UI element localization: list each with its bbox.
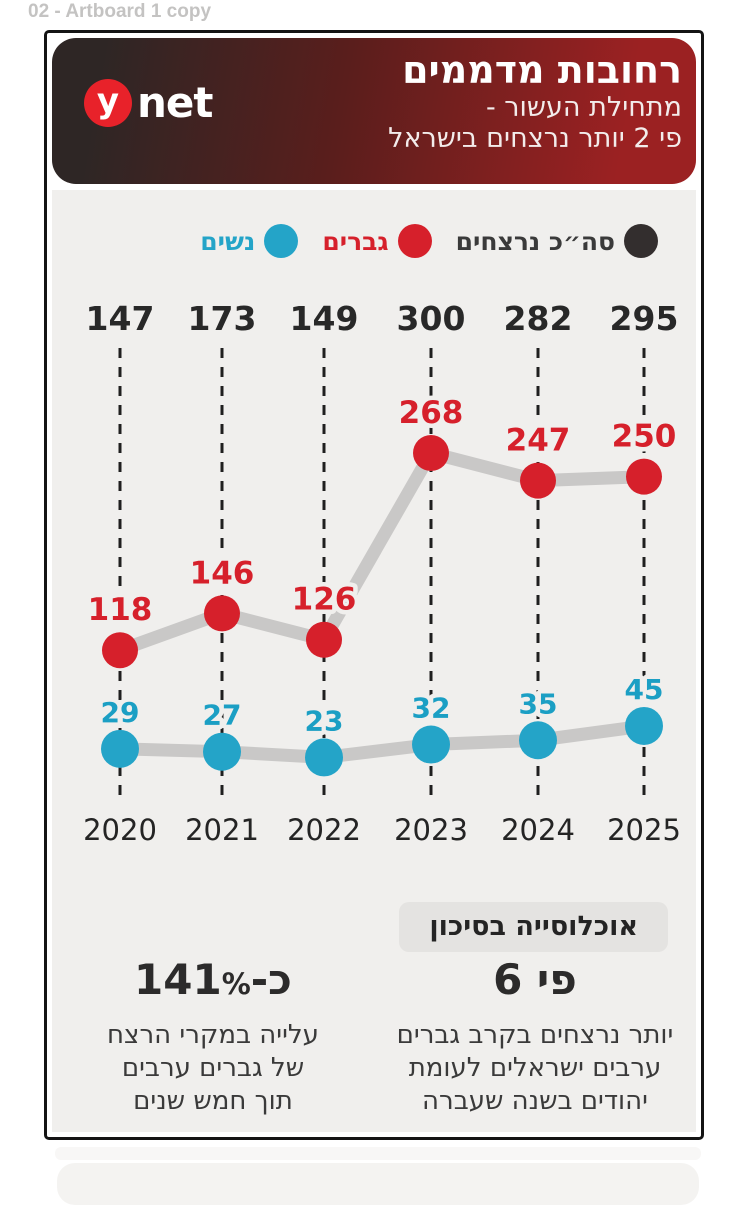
legend-item-total: סה״כ נרצחים xyxy=(456,224,658,258)
legend-item-men: גברים xyxy=(322,224,432,258)
men-connector-line xyxy=(113,446,651,657)
men-point-2022 xyxy=(306,621,342,658)
artboard-title-label[interactable]: 02 - Artboard 1 copy xyxy=(28,1,212,22)
men-point-2023 xyxy=(413,434,449,471)
men-point-2024 xyxy=(520,462,556,499)
women-label-2020: 29 xyxy=(101,696,140,729)
women-label-2024: 35 xyxy=(519,687,558,720)
chart-legend: סה״כ נרצחים גברים נשים xyxy=(200,224,658,258)
year-label-2024: 2024 xyxy=(501,813,575,847)
men-label-2025: 250 xyxy=(612,419,677,455)
stat-141-percent-value: כ-141% xyxy=(134,955,292,1004)
subtitle-line2: פי 2 יותר נרצחים בישראל xyxy=(388,123,682,154)
subtitle-line1: מתחילת העשור - xyxy=(485,92,682,123)
year-label-2025: 2025 xyxy=(607,813,681,847)
total-label-2021: 173 xyxy=(188,299,257,338)
women-point-2022 xyxy=(305,738,343,777)
year-label-2023: 2023 xyxy=(394,813,468,847)
ynet-logo-y: y xyxy=(96,80,120,121)
men-point-2025 xyxy=(626,458,662,495)
total-dot-icon xyxy=(624,224,658,258)
infographic-card: y net רחובות מדממים מתחילת העשור - פי 2 … xyxy=(44,30,704,1140)
next-artboard-strip xyxy=(55,1147,701,1160)
women-point-2020 xyxy=(101,729,139,768)
men-point-2020 xyxy=(102,632,138,669)
women-label-2021: 27 xyxy=(203,699,242,732)
legend-label-men: גברים xyxy=(322,226,389,256)
header-titles: רחובות מדממים מתחילת העשור - פי 2 יותר נ… xyxy=(388,48,682,154)
stat-line: תוך חמש שנים xyxy=(133,1086,293,1116)
total-label-2025: 295 xyxy=(610,299,679,338)
stat-line: יותר נרצחים בקרב גברים xyxy=(396,1020,674,1050)
stat-times-six: פי 6 יותר נרצחים בקרב גברים ערבים ישראלי… xyxy=(374,955,696,1118)
year-label-2021: 2021 xyxy=(185,813,259,847)
men-label-2022: 126 xyxy=(292,582,357,618)
legend-label-women: נשים xyxy=(200,226,256,256)
stat-times-six-value: פי 6 xyxy=(493,955,577,1004)
stat-141-percent: כ-141% עלייה במקרי הרצח של גברים ערבים ת… xyxy=(52,955,374,1118)
ynet-logo-net: net xyxy=(137,78,213,127)
men-label-2024: 247 xyxy=(506,423,571,459)
chart-panel: סה״כ נרצחים גברים נשים 147 173 149 300 282 29… xyxy=(52,190,696,1132)
men-label-2023: 268 xyxy=(399,395,464,431)
stat-line: ערבים ישראלים לעומת xyxy=(408,1053,662,1083)
women-label-2023: 32 xyxy=(412,692,451,725)
total-label-2024: 282 xyxy=(504,299,573,338)
stat-line: עלייה במקרי הרצח xyxy=(107,1020,319,1050)
stat-line: יהודים בשנה שעברה xyxy=(422,1086,648,1116)
chart-wrap: 147 173 149 300 282 295 118 146 126 268 247 250 29 27… xyxy=(52,288,696,857)
total-label-2023: 300 xyxy=(397,299,466,338)
women-point-2025 xyxy=(625,706,663,745)
risk-badge: אוכלוסייה בסיכון xyxy=(399,902,668,952)
year-label-2022: 2022 xyxy=(287,813,361,847)
ynet-logo: y net xyxy=(84,78,213,127)
legend-item-women: נשים xyxy=(200,224,299,258)
total-label-2022: 149 xyxy=(290,299,359,338)
murders-line-chart: 147 173 149 300 282 295 118 146 126 268 247 250 29 27… xyxy=(81,295,683,848)
men-dot-icon xyxy=(397,224,432,258)
women-point-2023 xyxy=(412,725,450,764)
women-point-2024 xyxy=(519,721,557,760)
legend-label-total: סה״כ נרצחים xyxy=(455,226,615,256)
stats-row: פי 6 יותר נרצחים בקרב גברים ערבים ישראלי… xyxy=(52,955,696,1118)
stat-line: של גברים ערבים xyxy=(121,1053,305,1083)
men-label-2021: 146 xyxy=(190,555,255,591)
women-dot-icon xyxy=(264,224,299,258)
stat-times-six-caption: יותר נרצחים בקרב גברים ערבים ישראלים לעו… xyxy=(374,1019,696,1118)
year-label-2020: 2020 xyxy=(83,813,157,847)
ynet-logo-icon: y xyxy=(84,78,132,127)
stat-141-percent-caption: עלייה במקרי הרצח של גברים ערבים תוך חמש … xyxy=(52,1019,374,1118)
women-label-2025: 45 xyxy=(625,673,664,706)
women-connector-line xyxy=(113,719,651,764)
men-label-2020: 118 xyxy=(88,592,153,628)
women-point-2021 xyxy=(203,732,241,771)
women-label-2022: 23 xyxy=(305,704,344,737)
infographic-header: y net רחובות מדממים מתחילת העשור - פי 2 … xyxy=(52,38,696,184)
men-point-2021 xyxy=(204,595,240,632)
main-title: רחובות מדממים xyxy=(402,48,682,92)
total-label-2020: 147 xyxy=(86,299,155,338)
next-artboard-preview[interactable] xyxy=(57,1163,699,1205)
